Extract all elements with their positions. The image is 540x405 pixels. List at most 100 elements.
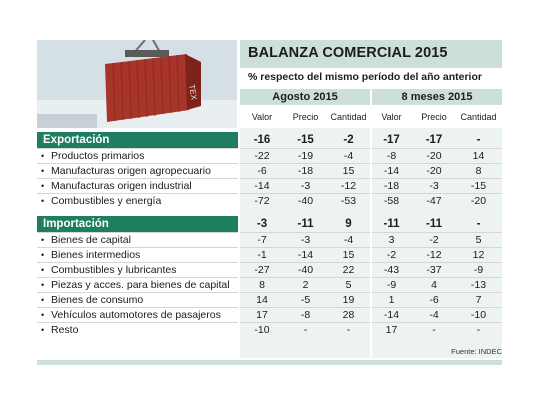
footer-bar	[37, 360, 502, 365]
value-cell: 15	[342, 249, 355, 261]
total-cell: -3	[256, 218, 268, 230]
value-cell: 8	[259, 279, 265, 291]
bullet-icon: •	[41, 250, 45, 260]
row-divider	[37, 322, 502, 323]
value-cell: -4	[343, 150, 354, 162]
value-cell: -6	[429, 294, 439, 306]
section-row-importacion: Importación -3 -11 9 -11 -11 -	[37, 216, 502, 232]
value-cell: -9	[473, 264, 484, 276]
value-cell: -37	[426, 264, 442, 276]
value-cell: -7	[257, 234, 267, 246]
value-cell: -10	[470, 309, 487, 321]
bullet-icon: •	[41, 325, 45, 335]
group-header-agosto: Agosto 2015	[240, 89, 370, 105]
trade-balance-table: TEX BALANZA COMERCIAL 2015 % respecto de…	[37, 40, 502, 365]
value-cell: -53	[340, 195, 357, 207]
value-cell: -27	[254, 264, 270, 276]
title-bar: BALANZA COMERCIAL 2015	[240, 40, 502, 68]
value-cell: -14	[297, 249, 314, 261]
row-divider	[37, 292, 502, 293]
shipping-container-image: TEX	[37, 40, 237, 128]
row-divider	[37, 148, 502, 149]
row-label-text: Bienes intermedios	[51, 249, 141, 261]
value-cell: -12	[340, 180, 357, 192]
row-divider	[37, 307, 502, 308]
row-label: • Manufacturas origen agropecuario	[41, 164, 211, 179]
row-label-text: Manufacturas origen agropecuario	[51, 165, 211, 177]
value-cell: -10	[254, 324, 270, 336]
column-header-valor: Valor	[381, 112, 402, 122]
value-cell: -2	[386, 249, 397, 261]
column-header-precio: Precio	[292, 112, 319, 122]
table-row: • Productos primarios -22 -19 -4 -8 -20 14	[37, 149, 502, 164]
value-cell: 7	[475, 294, 482, 306]
total-cell: -	[476, 134, 481, 146]
value-cell: 17	[256, 309, 268, 321]
table-row: • Bienes de consumo 14 -5 19 1 -6 7	[37, 293, 502, 308]
value-cell: -43	[383, 264, 400, 276]
value-cell: -40	[297, 195, 314, 207]
value-cell: -4	[429, 309, 439, 321]
section-label-band: Importación	[37, 216, 240, 232]
value-cell: -20	[426, 165, 442, 177]
row-label-text: Manufacturas origen industrial	[51, 180, 192, 192]
row-label: • Resto	[41, 323, 78, 338]
value-cell: -2	[429, 234, 439, 246]
row-label: • Combustibles y lubricantes	[41, 263, 176, 278]
table-row: • Bienes de capital -7 -3 -4 3 -2 5	[37, 233, 502, 248]
table-row: • Combustibles y energía -72 -40 -53 -58 -47 -2…	[37, 194, 502, 209]
row-divider	[37, 163, 502, 164]
value-cell: 22	[342, 264, 355, 276]
row-divider	[37, 247, 502, 248]
row-divider	[37, 178, 502, 179]
subtitle-bar: % respecto del mismo período del año ant…	[240, 69, 502, 86]
row-divider	[37, 232, 502, 233]
value-cell: -3	[429, 180, 439, 192]
value-cell: -8	[300, 309, 311, 321]
table-row: • Bienes intermedios -1 -14 15 -2 -12 12	[37, 248, 502, 263]
value-cell: -	[476, 324, 481, 336]
value-cell: 14	[256, 294, 268, 306]
row-label-text: Bienes de capital	[51, 234, 131, 246]
row-label: • Bienes intermedios	[41, 248, 140, 263]
row-label-text: Combustibles y energía	[51, 195, 162, 207]
value-cell: 15	[342, 165, 355, 177]
value-cell: -22	[254, 150, 270, 162]
row-divider	[37, 262, 502, 263]
container-lettering: TEX	[187, 84, 199, 102]
total-cell: -15	[297, 134, 314, 146]
value-cell: -47	[426, 195, 442, 207]
value-cell: -12	[426, 249, 442, 261]
value-cell: -3	[300, 234, 311, 246]
value-cell: -58	[383, 195, 400, 207]
section-label: Importación	[43, 218, 109, 230]
row-divider	[37, 277, 502, 278]
value-cell: -5	[300, 294, 311, 306]
row-label-text: Piezas y acces. para bienes de capital	[51, 279, 230, 291]
row-label: • Bienes de consumo	[41, 293, 143, 308]
value-cell: -14	[383, 309, 400, 321]
source-note: Fuente: INDEC	[451, 347, 502, 356]
table-row: • Combustibles y lubricantes -27 -40 22 -43 -3…	[37, 263, 502, 278]
value-cell: -20	[426, 150, 442, 162]
value-cell: -3	[300, 180, 311, 192]
value-cell: -13	[470, 279, 487, 291]
bullet-icon: •	[41, 166, 45, 176]
row-label: • Manufacturas origen industrial	[41, 179, 192, 194]
value-cell: -40	[297, 264, 314, 276]
value-cell: 1	[388, 294, 395, 306]
value-cell: -14	[383, 165, 400, 177]
row-label: • Combustibles y energía	[41, 194, 161, 209]
page-subtitle: % respecto del mismo período del año ant…	[248, 71, 482, 83]
row-label: • Vehículos automotores de pasajeros	[41, 308, 221, 323]
column-header-precio: Precio	[421, 112, 447, 122]
value-cell: 17	[385, 324, 398, 336]
total-cell: -17	[383, 134, 400, 146]
value-cell: 28	[342, 309, 355, 321]
data-table: Agosto 2015 8 meses 2015 Valor Precio Cantid…	[37, 40, 502, 365]
value-cell: -14	[254, 180, 270, 192]
bullet-icon: •	[41, 280, 45, 290]
table-row: • Manufacturas origen industrial -14 -3 -12 -…	[37, 179, 502, 194]
value-cell: 19	[342, 294, 355, 306]
row-label: • Piezas y acces. para bienes de capital	[41, 278, 230, 293]
